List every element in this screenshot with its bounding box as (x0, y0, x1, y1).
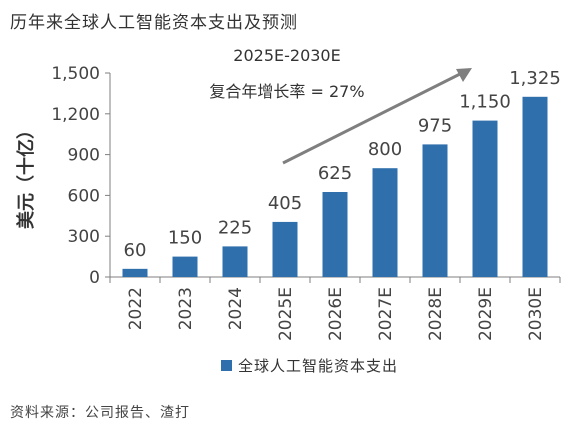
chart-title: 历年来全球人工智能资本支出及预测 (10, 13, 298, 33)
bar-2025E (272, 221, 298, 277)
value-label: 625 (318, 163, 352, 184)
y-axis-title: 美元（十亿） (15, 121, 37, 229)
value-label: 975 (418, 115, 452, 136)
x-tick-label: 2023 (176, 287, 196, 330)
source-note: 资料来源：公司报告、渣打 (10, 405, 190, 421)
y-tick-label: 1,200 (51, 105, 100, 125)
value-label: 1,325 (509, 68, 561, 89)
x-tick-label: 2026E (326, 287, 346, 341)
bars: 60 2022 150 2023 225 2024 405 2025E 625 2026E 800 2… (122, 68, 561, 341)
annotation-period: 2025E-2030E (233, 46, 340, 65)
value-label: 800 (368, 139, 402, 160)
x-tick-label: 2027E (376, 287, 396, 341)
annotation-cagr: 复合年增长率 = 27% (209, 82, 364, 101)
x-tick-label: 2022 (126, 287, 146, 330)
x-tick-label: 2025E (276, 287, 296, 341)
bar-2027E (372, 168, 398, 277)
legend-label: 全球人工智能资本支出 (238, 357, 398, 375)
y-tick-label: 0 (89, 268, 100, 288)
bar-2029E (472, 120, 498, 277)
axes: 0 300 600 900 1,200 1,500 美元（十亿） (15, 64, 561, 288)
bar-2030E (522, 96, 548, 277)
value-label: 225 (218, 217, 252, 238)
x-tick-label: 2024 (226, 287, 246, 330)
x-tick-label: 2030E (526, 287, 546, 341)
bar-2028E (422, 144, 448, 277)
y-tick-label: 300 (68, 227, 100, 247)
value-label: 1,150 (459, 92, 511, 113)
bar-2022 (122, 268, 148, 277)
legend: 全球人工智能资本支出 (221, 357, 398, 375)
bar-2023 (172, 256, 198, 277)
y-tick-label: 900 (68, 146, 100, 166)
value-label: 405 (268, 193, 302, 214)
bar-2024 (222, 246, 248, 277)
legend-swatch (221, 360, 232, 371)
y-tick-label: 1,500 (51, 64, 100, 84)
value-label: 60 (124, 240, 147, 261)
bar-2026E (322, 192, 348, 277)
x-tick-label: 2029E (476, 287, 496, 341)
trend-arrow-line (282, 71, 463, 165)
x-tick-label: 2028E (426, 287, 446, 341)
cagr-annotation: 2025E-2030E 复合年增长率 = 27% (209, 46, 472, 165)
trend-arrowhead (456, 68, 472, 82)
y-tick-label: 600 (68, 186, 100, 206)
value-label: 150 (168, 228, 202, 249)
